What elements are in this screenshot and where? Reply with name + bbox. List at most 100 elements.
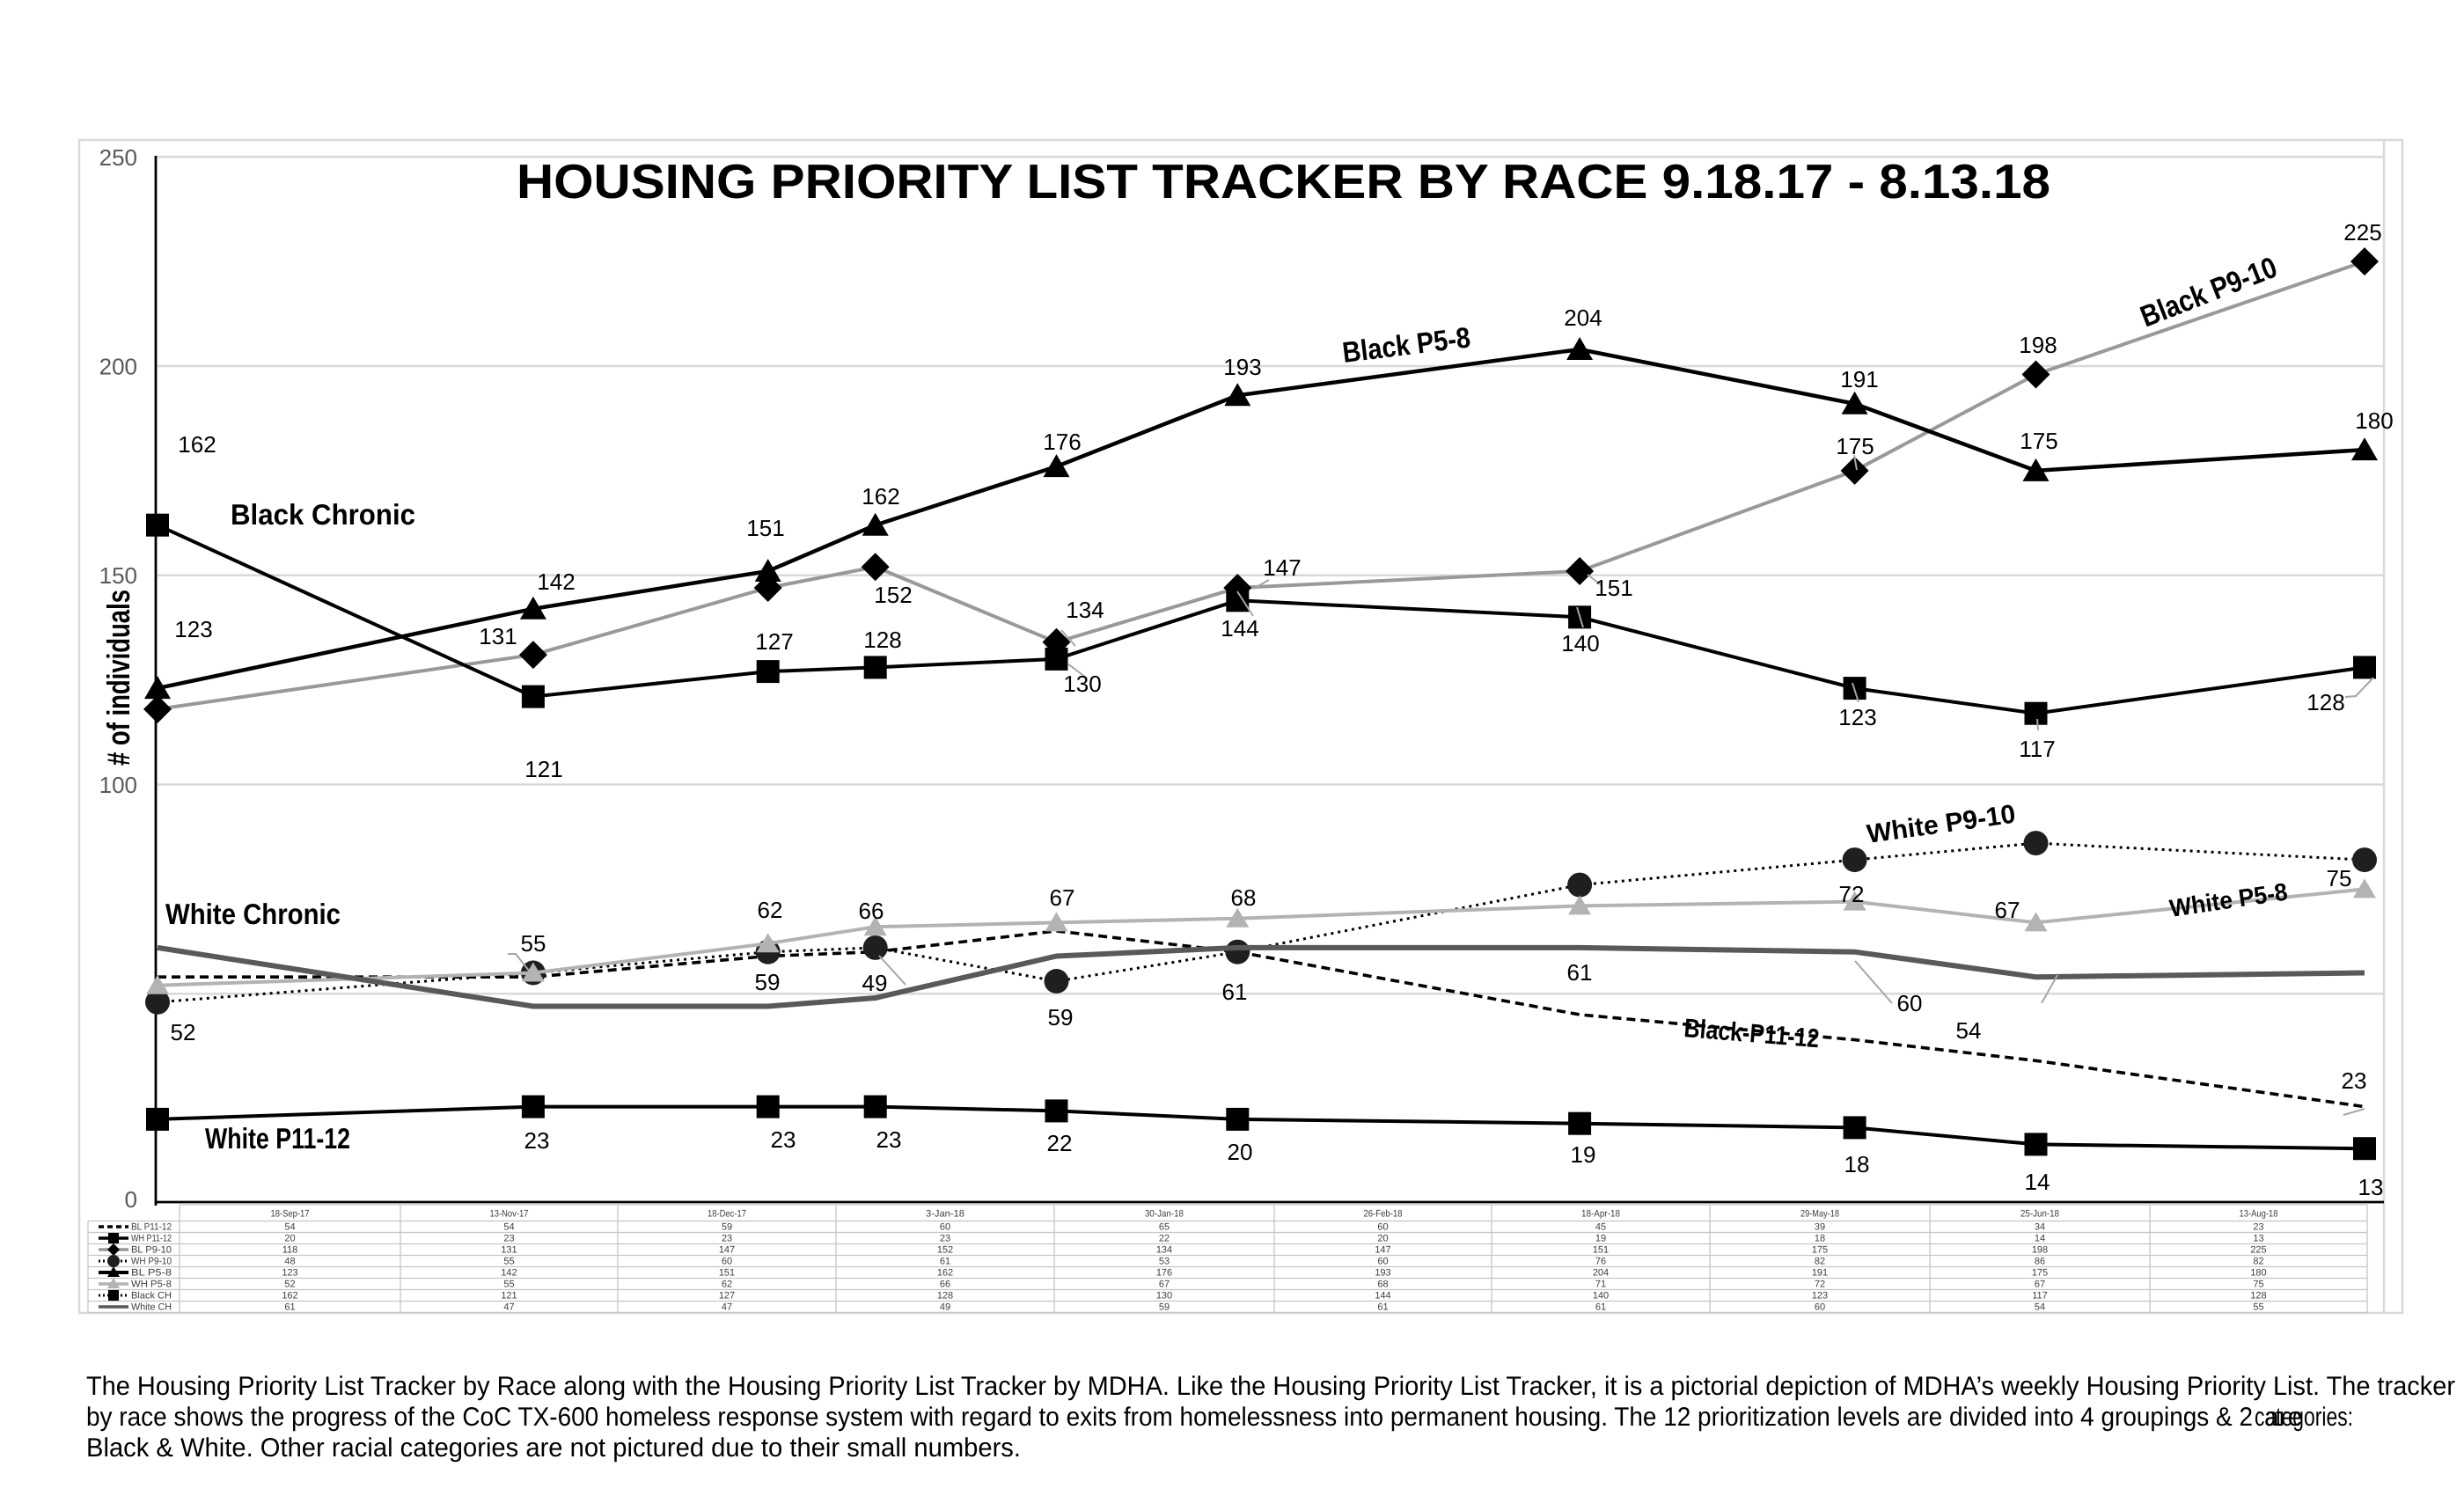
svg-text:76: 76 (1595, 1257, 1606, 1267)
svg-text:75: 75 (2253, 1280, 2263, 1290)
svg-text:123: 123 (174, 616, 212, 642)
svg-text:180: 180 (2355, 407, 2393, 434)
svg-text:123: 123 (282, 1268, 297, 1279)
svg-text:are: are (2264, 1403, 2302, 1432)
svg-text:200: 200 (99, 354, 137, 380)
svg-text:13: 13 (2253, 1234, 2263, 1244)
svg-text:BL P9-10: BL P9-10 (131, 1245, 172, 1256)
svg-text:18: 18 (1815, 1234, 1825, 1244)
svg-text:45: 45 (1595, 1222, 1606, 1233)
svg-text:54: 54 (503, 1222, 514, 1233)
svg-text:WH P5-8: WH P5-8 (131, 1280, 172, 1290)
svg-text:147: 147 (1263, 554, 1301, 581)
svg-text:128: 128 (2250, 1291, 2266, 1302)
svg-text:75: 75 (2327, 865, 2352, 891)
svg-text:175: 175 (1836, 433, 1874, 459)
svg-text:61: 61 (1377, 1302, 1388, 1313)
svg-text:20: 20 (1377, 1234, 1388, 1244)
svg-text:180: 180 (2250, 1268, 2266, 1279)
svg-text:23: 23 (876, 1126, 902, 1153)
svg-text:193: 193 (1375, 1268, 1390, 1279)
svg-text:23: 23 (940, 1234, 950, 1244)
svg-text:53: 53 (1159, 1257, 1170, 1267)
svg-text:23: 23 (2342, 1067, 2367, 1094)
svg-text:# of individuals: # of individuals (100, 590, 136, 766)
svg-text:19: 19 (1571, 1141, 1596, 1168)
svg-text:67: 67 (1995, 897, 2020, 923)
svg-text:144: 144 (1375, 1291, 1390, 1302)
svg-text:WH P11-12: WH P11-12 (131, 1234, 172, 1244)
svg-text:82: 82 (1815, 1257, 1825, 1267)
svg-text:162: 162 (178, 431, 216, 458)
svg-text:134: 134 (1156, 1245, 1172, 1256)
svg-text:60: 60 (722, 1257, 732, 1267)
svg-text:152: 152 (937, 1245, 953, 1256)
svg-text:34: 34 (2035, 1222, 2045, 1233)
svg-text:151: 151 (1593, 1245, 1609, 1256)
svg-text:White P11-12: White P11-12 (205, 1122, 350, 1155)
svg-text:60: 60 (1377, 1222, 1388, 1233)
svg-text:140: 140 (1561, 630, 1599, 656)
svg-text:14: 14 (2035, 1234, 2045, 1244)
svg-text:127: 127 (719, 1291, 735, 1302)
svg-text:23: 23 (2253, 1222, 2263, 1233)
svg-text:151: 151 (719, 1268, 735, 1279)
svg-text:Black Chronic: Black Chronic (231, 498, 415, 531)
svg-text:BL P5-8: BL P5-8 (131, 1268, 172, 1279)
svg-text:66: 66 (859, 898, 884, 924)
svg-text:49: 49 (862, 970, 888, 996)
svg-text:47: 47 (722, 1302, 732, 1313)
svg-text:47: 47 (503, 1302, 514, 1313)
svg-text:176: 176 (1156, 1268, 1172, 1279)
svg-text:134: 134 (1066, 597, 1104, 623)
svg-text:191: 191 (1840, 366, 1878, 392)
svg-text:61: 61 (1567, 959, 1593, 986)
svg-text:130: 130 (1063, 671, 1101, 697)
svg-text:60: 60 (1897, 990, 1923, 1016)
svg-text:23: 23 (722, 1234, 732, 1244)
svg-text:225: 225 (2343, 219, 2381, 246)
svg-text:60: 60 (940, 1222, 950, 1233)
svg-text:categories:: categories: (2255, 1403, 2353, 1432)
svg-text:175: 175 (2032, 1268, 2048, 1279)
svg-text:82: 82 (2253, 1257, 2263, 1267)
svg-text:147: 147 (1375, 1245, 1390, 1256)
svg-text:The Housing Priority List Trac: The Housing Priority List Tracker by Rac… (86, 1372, 2455, 1401)
svg-text:13-Aug-18: 13-Aug-18 (2240, 1209, 2278, 1220)
svg-text:39: 39 (1815, 1222, 1825, 1233)
svg-text:HOUSING PRIORITY LIST TRACKER: HOUSING PRIORITY LIST TRACKER BY RACE 9.… (517, 154, 2050, 209)
svg-text:117: 117 (2019, 736, 2055, 762)
svg-text:100: 100 (99, 772, 137, 798)
svg-text:19: 19 (1595, 1234, 1606, 1244)
svg-text:22: 22 (1047, 1130, 1073, 1156)
svg-text:130: 130 (1156, 1291, 1172, 1302)
svg-text:55: 55 (503, 1280, 514, 1290)
svg-text:71: 71 (1595, 1280, 1606, 1290)
svg-text:18-Dec-17: 18-Dec-17 (708, 1209, 746, 1220)
svg-text:198: 198 (2032, 1245, 2048, 1256)
svg-text:193: 193 (1223, 354, 1261, 380)
svg-text:49: 49 (940, 1302, 950, 1313)
svg-text:121: 121 (501, 1291, 517, 1302)
svg-text:13: 13 (2358, 1174, 2384, 1200)
svg-text:13-Nov-17: 13-Nov-17 (490, 1209, 529, 1220)
svg-text:118: 118 (282, 1245, 298, 1256)
svg-text:22: 22 (1159, 1234, 1170, 1244)
svg-text:67: 67 (1050, 884, 1075, 911)
svg-text:20: 20 (1228, 1139, 1253, 1165)
svg-text:26-Feb-18: 26-Feb-18 (1364, 1209, 1403, 1220)
svg-text:18-Apr-18: 18-Apr-18 (1581, 1209, 1620, 1220)
svg-text:23: 23 (503, 1234, 514, 1244)
svg-text:140: 140 (1593, 1291, 1609, 1302)
svg-text:Black & White. Other racial ca: Black & White. Other racial categories a… (86, 1434, 1021, 1463)
svg-text:142: 142 (537, 568, 575, 595)
svg-text:72: 72 (1815, 1280, 1825, 1290)
svg-text:128: 128 (937, 1291, 953, 1302)
svg-text:147: 147 (719, 1245, 735, 1256)
svg-text:54: 54 (1956, 1017, 1982, 1044)
svg-text:52: 52 (284, 1280, 295, 1290)
svg-text:BL P11-12: BL P11-12 (131, 1222, 172, 1233)
svg-text:by race shows the progress of: by race shows the progress of the CoC TX… (86, 1403, 2253, 1432)
svg-text:30-Jan-18: 30-Jan-18 (1145, 1209, 1184, 1220)
svg-text:176: 176 (1043, 429, 1081, 455)
